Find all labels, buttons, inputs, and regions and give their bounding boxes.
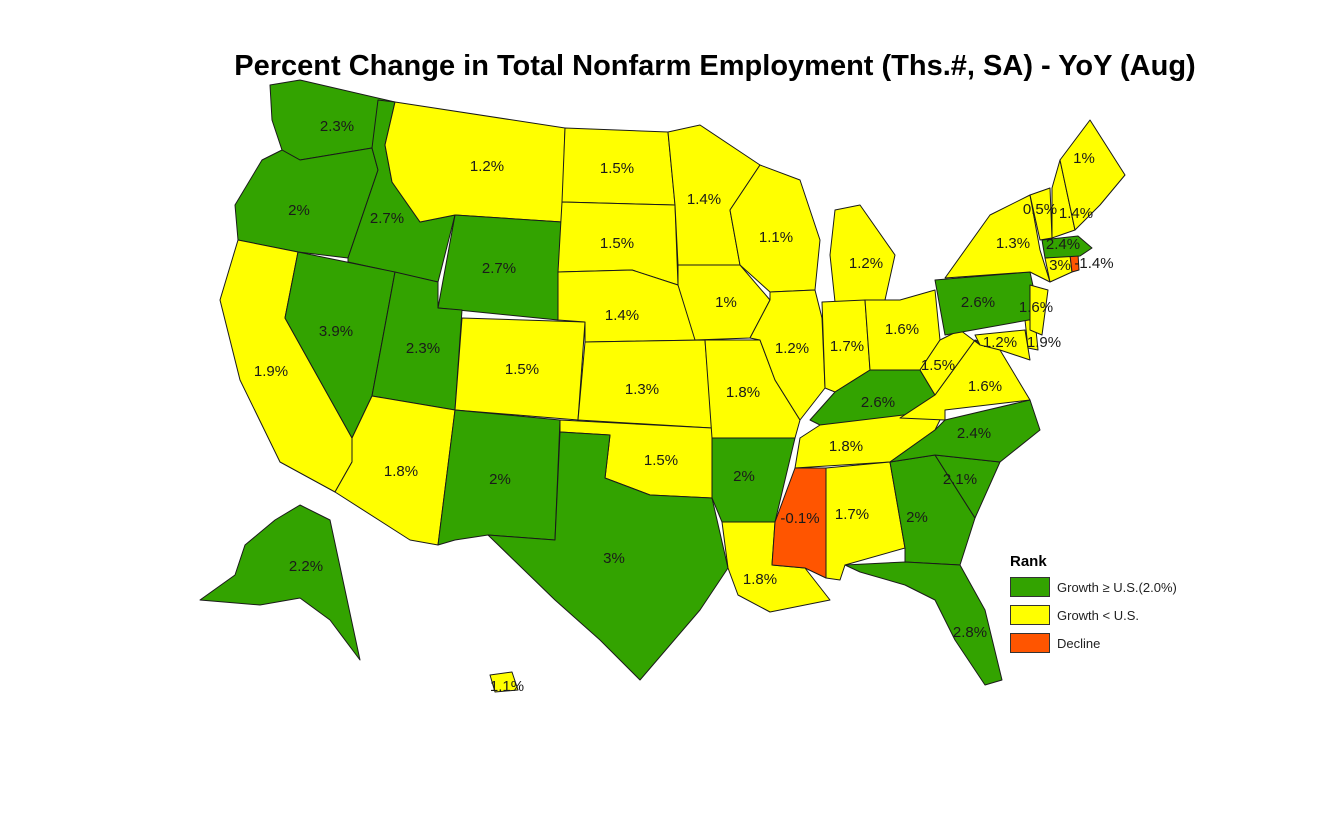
state-label-ID: 2.7% [370,210,404,227]
state-label-UT: 2.3% [406,340,440,357]
legend-label: Decline [1057,635,1101,651]
state-label-MD: 1.2% [983,334,1017,351]
state-FL [844,561,1003,686]
state-label-IL: 1.2% [775,340,809,357]
state-label-TX: 3% [603,550,625,567]
state-MA [1041,235,1093,259]
state-label-MS: -0.1% [780,510,819,527]
state-MD [974,329,1031,361]
legend-label: Growth ≥ U.S.(2.0%) [1057,579,1177,595]
state-label-MA: 2.4% [1046,236,1080,253]
state-label-IA: 1% [715,294,737,311]
state-NY [944,194,1051,283]
state-label-WI: 1.1% [759,229,793,246]
state-label-ND: 1.5% [600,160,634,177]
legend-swatch [1010,633,1050,653]
state-label-CT: 3% [1049,257,1071,274]
state-label-NV: 3.9% [319,323,353,340]
state-MI [829,204,896,303]
state-label-NH: 1.4% [1059,205,1093,222]
state-label-NE: 1.4% [605,307,639,324]
state-label-RI: -1.4% [1074,255,1113,272]
legend-item-growth-above-us: Growth ≥ U.S.(2.0%) [1010,576,1177,598]
state-label-CO: 1.5% [505,361,539,378]
state-label-LA: 1.8% [743,571,777,588]
state-label-ME: 1% [1073,150,1095,167]
state-label-PA: 2.6% [961,294,995,311]
state-label-IN: 1.7% [830,338,864,355]
state-label-NY: 1.3% [996,235,1030,252]
state-label-WA: 2.3% [320,118,354,135]
state-label-WV: 1.5% [921,357,955,374]
state-label-TN: 1.8% [829,438,863,455]
state-label-AK: 2.2% [289,558,323,575]
state-label-GA: 2% [906,509,928,526]
state-ME [1059,119,1126,231]
legend-item-decline: Decline [1010,632,1100,654]
state-NC [889,399,1041,463]
legend-title: Rank [1010,553,1047,570]
state-AK [199,504,361,661]
state-label-CA: 1.9% [254,363,288,380]
state-WI [729,164,821,293]
state-OR [234,147,379,259]
state-label-AR: 2% [733,468,755,485]
state-label-MO: 1.8% [726,384,760,401]
state-label-OK: 1.5% [644,452,678,469]
state-label-MN: 1.4% [687,191,721,208]
state-label-KY: 2.6% [861,394,895,411]
state-label-FL: 2.8% [953,624,987,641]
legend-label: Growth < U.S. [1057,607,1139,623]
state-label-MI: 1.2% [849,255,883,272]
map-title: Percent Change in Total Nonfarm Employme… [234,50,1196,82]
state-label-AL: 1.7% [835,506,869,523]
state-IL [749,289,826,421]
state-label-NC: 2.4% [957,425,991,442]
state-label-HI: 1.1% [490,678,524,695]
state-label-OR: 2% [288,202,310,219]
state-NJ [1029,284,1049,336]
state-label-KS: 1.3% [625,381,659,398]
state-label-VT: 0.5% [1023,201,1057,218]
state-label-NJ: 1.6% [1019,299,1053,316]
state-label-VA: 1.6% [968,378,1002,395]
state-label-SC: 2.1% [943,471,977,488]
state-label-NM: 2% [489,471,511,488]
state-HI [489,671,519,693]
state-label-WY: 2.7% [482,260,516,277]
legend-item-growth-below-us: Growth < U.S. [1010,604,1139,626]
legend-swatch [1010,577,1050,597]
state-label-AZ: 1.8% [384,463,418,480]
state-TX [487,431,729,681]
legend-swatch [1010,605,1050,625]
state-label-MT: 1.2% [470,158,504,175]
state-label-DE: 1.9% [1027,334,1061,351]
state-label-OH: 1.6% [885,321,919,338]
state-label-SD: 1.5% [600,235,634,252]
